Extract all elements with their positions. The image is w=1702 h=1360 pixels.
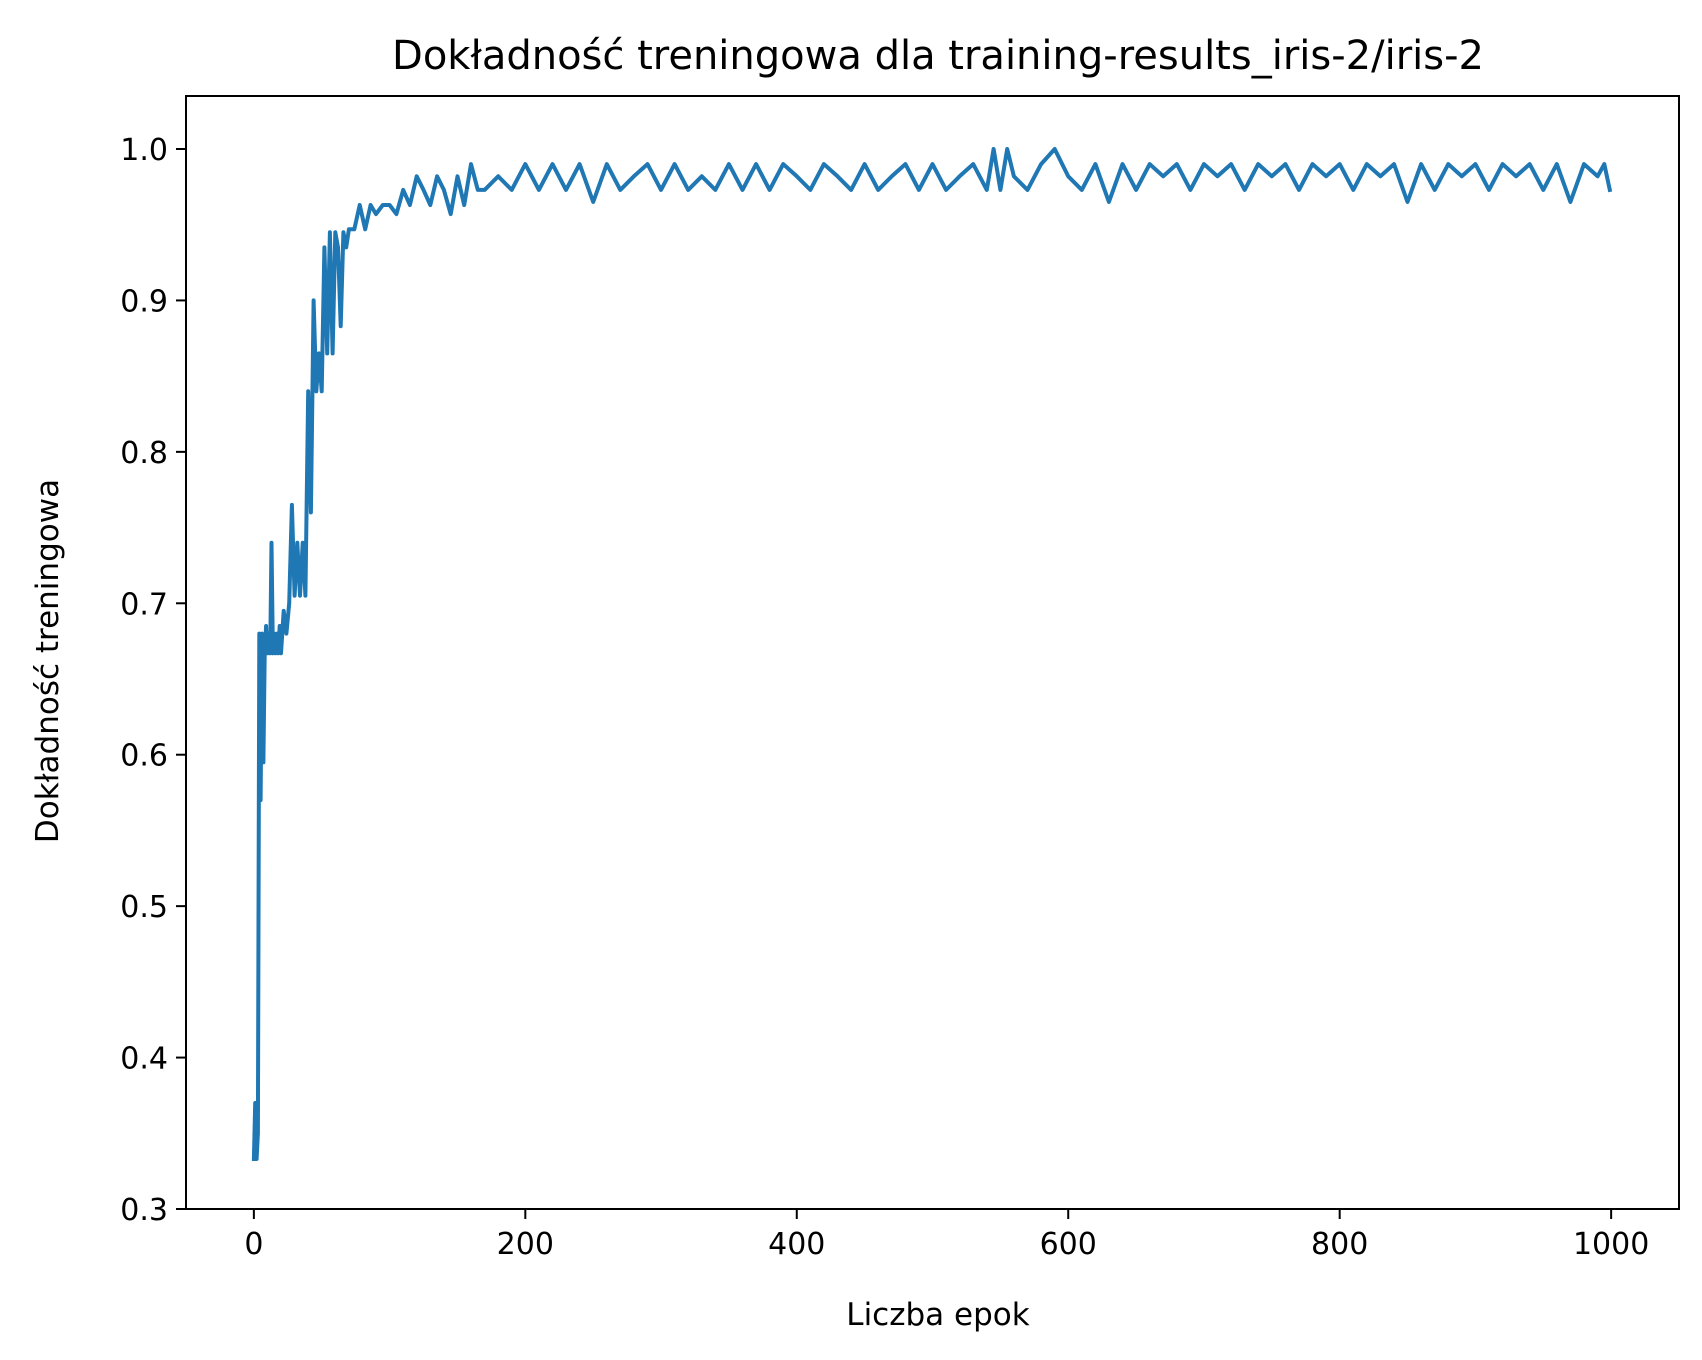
y-tick-label: 0.9 [120, 284, 168, 319]
y-tick-label: 0.4 [120, 1042, 168, 1077]
y-tick-label: 0.8 [120, 436, 168, 471]
x-tick-label: 1000 [1573, 1227, 1649, 1262]
x-tick-label: 600 [1040, 1227, 1097, 1262]
x-tick-label: 200 [497, 1227, 554, 1262]
plot-area: 0 200 400 600 800 1000 0.3 0.4 0.5 0.6 0.7 0.8 0.9 1.… [120, 95, 1680, 1262]
y-tick-label: 1.0 [120, 133, 168, 168]
y-axis-label: Dokładność treningowa [30, 479, 66, 843]
y-tick-label: 0.6 [120, 739, 168, 774]
chart-title: Dokładność treningowa dla training-resul… [392, 33, 1484, 79]
x-axis-label: Liczba epok [846, 1297, 1029, 1333]
x-tick-label: 0 [244, 1227, 263, 1262]
axes-frame [185, 95, 1680, 1210]
x-tick-label: 400 [768, 1227, 825, 1262]
y-tick-label: 0.7 [120, 587, 168, 622]
y-tick-label: 0.5 [120, 890, 168, 925]
y-tick-label: 0.3 [120, 1193, 168, 1228]
x-tick-label: 800 [1311, 1227, 1368, 1262]
series-line-0 [251, 147, 1613, 1162]
